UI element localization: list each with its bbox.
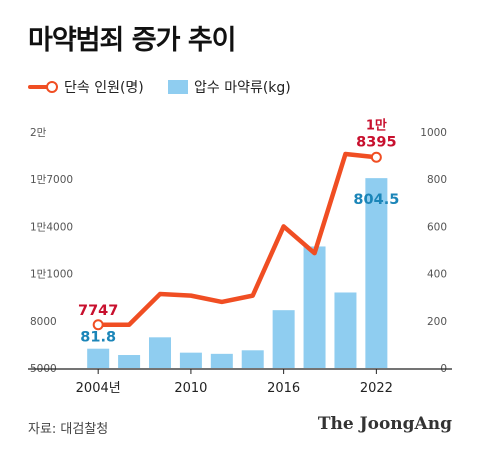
- bar: [365, 178, 388, 368]
- right-axis-tick-label: 800: [427, 174, 447, 186]
- data-label-bar: 81.8: [80, 330, 116, 346]
- bar: [179, 352, 202, 368]
- left-axis-tick-label: 1만4000: [30, 221, 73, 233]
- legend-bar-label: 압수 마약류(kg): [194, 80, 291, 96]
- left-axis-tick-label: 2만: [30, 127, 47, 139]
- x-axis-tick-label: 2016: [267, 381, 300, 396]
- legend-line-marker: [28, 80, 58, 94]
- bar: [241, 350, 264, 368]
- bar: [272, 310, 295, 368]
- data-label-bar: 804.5: [353, 192, 399, 208]
- bar: [303, 246, 326, 368]
- bar: [118, 355, 141, 368]
- bar: [334, 292, 357, 368]
- line-series: [95, 151, 379, 328]
- x-axis-tick-label: 2022: [360, 381, 393, 396]
- x-axis-tick-label: 2004년: [76, 381, 121, 396]
- data-label-line: 7747: [78, 303, 118, 319]
- line-endpoint-marker: [92, 319, 104, 331]
- legend-line-label: 단속 인원(명): [64, 80, 144, 96]
- left-axis-tick-label: 8000: [30, 316, 57, 328]
- right-axis-tick-label: 400: [427, 269, 447, 281]
- legend-bar-swatch: [168, 80, 188, 94]
- data-label-line: 8395: [356, 134, 396, 150]
- legend-item-line: 단속 인원(명): [28, 76, 144, 98]
- line-endpoint-marker: [370, 151, 382, 163]
- left-axis-tick-label: 1만7000: [30, 174, 73, 186]
- right-axis-tick-label: 600: [427, 221, 447, 233]
- bar: [210, 353, 233, 368]
- x-axis-tick-label: 2010: [174, 381, 207, 396]
- bar: [87, 348, 110, 368]
- bar: [149, 337, 171, 368]
- brand-logo: The JoongAng: [317, 414, 452, 434]
- chart-title: 마약범죄 증가 추이: [28, 25, 237, 56]
- right-axis-tick-label: 1000: [420, 127, 447, 139]
- source-note: 자료: 대검찰청: [28, 422, 109, 437]
- right-axis-tick-label: 200: [427, 316, 447, 328]
- data-label-line: 1만: [366, 117, 387, 133]
- left-axis-tick-label: 1만1000: [30, 269, 73, 281]
- legend-item-bar: 압수 마약류(kg): [168, 76, 291, 98]
